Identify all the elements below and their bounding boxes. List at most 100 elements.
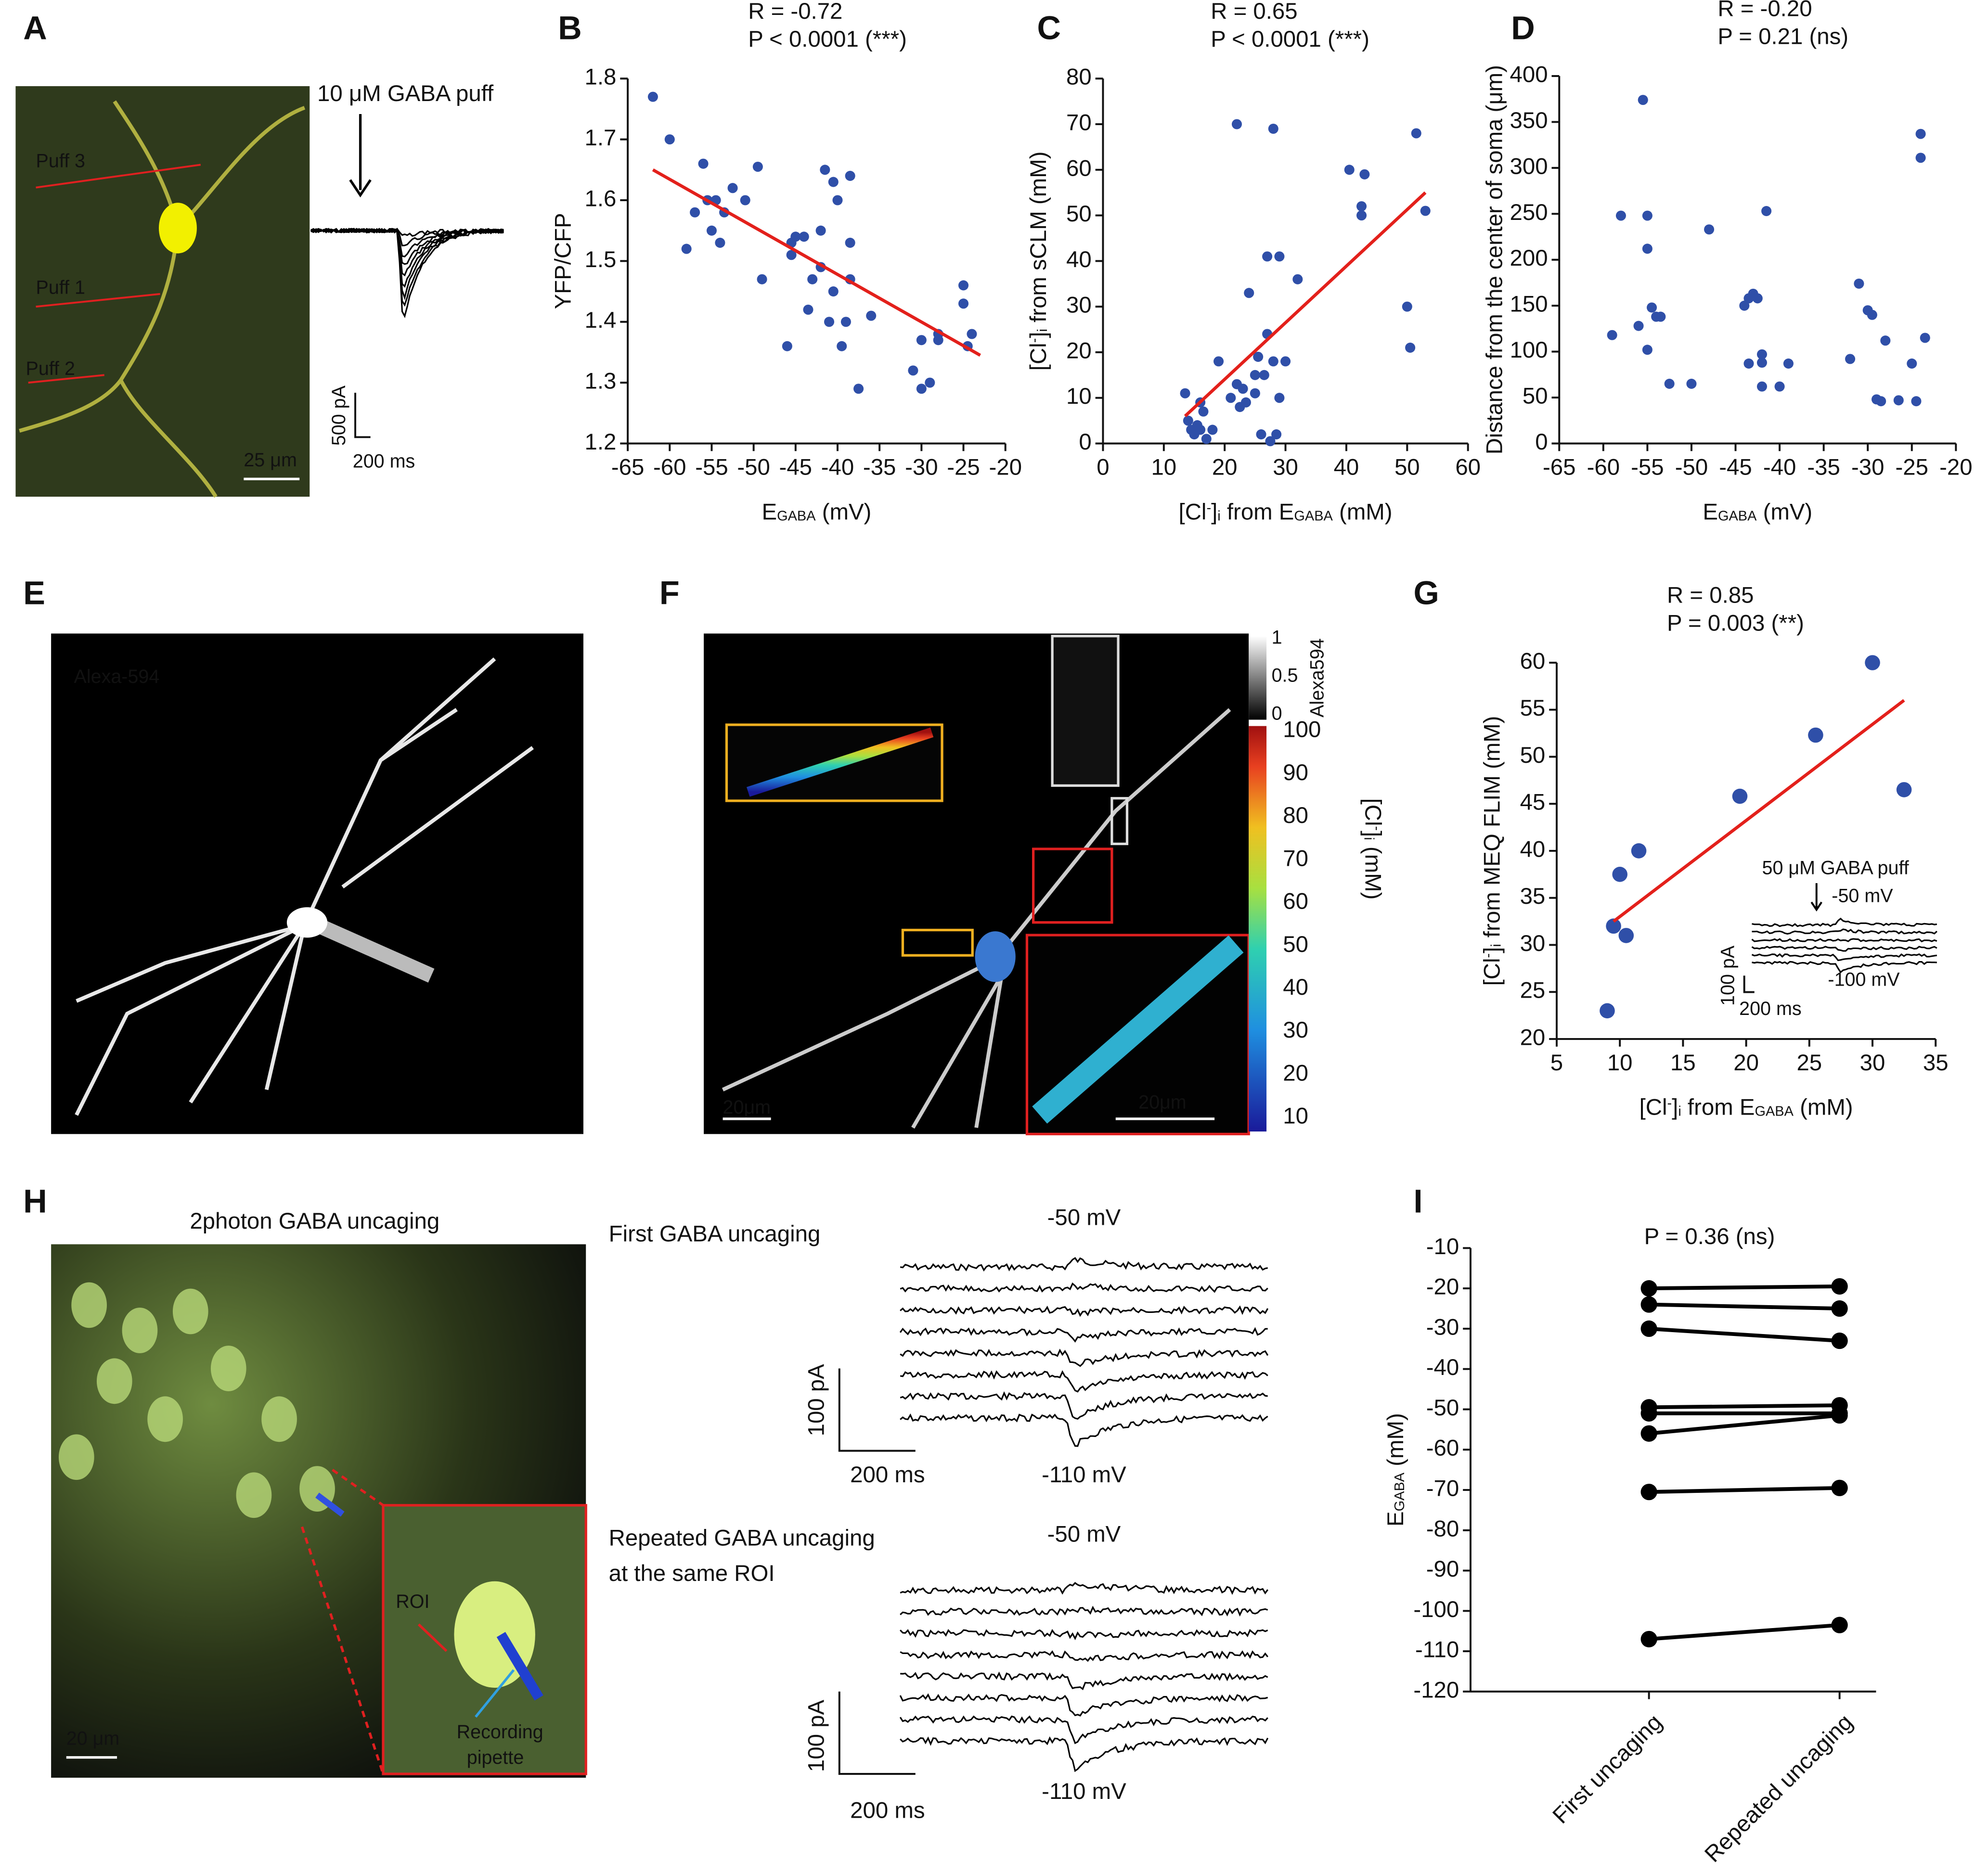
pair-line bbox=[1649, 1326, 1840, 1343]
point bbox=[1854, 278, 1864, 289]
y-tick-label: 1.8 bbox=[585, 64, 617, 90]
point bbox=[1638, 95, 1648, 105]
puff-arrows bbox=[28, 164, 201, 384]
colorbar-label-part: - bbox=[1369, 826, 1385, 831]
y-tick-label: -70 bbox=[1426, 1476, 1459, 1502]
y-tick-label: 300 bbox=[1510, 154, 1548, 179]
voltage-label: -110 mV bbox=[1042, 1779, 1126, 1804]
y-tick-label: 20 bbox=[1520, 1025, 1546, 1050]
x-axis-label-part: GABA bbox=[777, 508, 816, 524]
y-tick-label: 100 bbox=[1510, 337, 1548, 363]
point bbox=[1359, 169, 1370, 180]
point bbox=[1259, 370, 1269, 380]
pair-line bbox=[1649, 1302, 1840, 1310]
current-scale: 100 pA bbox=[804, 1364, 829, 1437]
point bbox=[1920, 333, 1930, 343]
point bbox=[1642, 210, 1652, 221]
point bbox=[706, 225, 717, 236]
point bbox=[1615, 210, 1626, 221]
pipette-label: Recording bbox=[457, 1721, 543, 1743]
y-tick-label: 80 bbox=[1066, 64, 1092, 90]
fit-line bbox=[1613, 699, 1905, 923]
colorbar-tick-label: 80 bbox=[1283, 803, 1308, 828]
colorbar-tick-label: 40 bbox=[1283, 975, 1308, 1000]
y-tick-label: -90 bbox=[1426, 1556, 1459, 1582]
y-tick-label: -10 bbox=[1426, 1234, 1459, 1259]
x-tick-label: -65 bbox=[1543, 455, 1575, 480]
point bbox=[1274, 251, 1285, 262]
point bbox=[1240, 397, 1251, 408]
x-tick-label: 5 bbox=[1550, 1050, 1563, 1076]
panel-letter: E bbox=[23, 575, 45, 612]
point bbox=[1640, 1280, 1657, 1297]
point bbox=[1402, 301, 1412, 312]
point bbox=[1845, 354, 1856, 364]
soma bbox=[286, 907, 328, 938]
panel-letter: F bbox=[659, 575, 680, 612]
point bbox=[853, 384, 864, 394]
y-tick-label: 1.3 bbox=[585, 369, 617, 394]
y-tick-label: -60 bbox=[1426, 1436, 1459, 1461]
colorbar-tick-label: 1 bbox=[1272, 627, 1282, 648]
image-label: Puff 2 bbox=[26, 358, 75, 379]
trace bbox=[900, 1629, 1268, 1641]
point bbox=[1640, 1320, 1657, 1337]
x-tick-label: -40 bbox=[821, 455, 854, 480]
x-tick-label: 30 bbox=[1860, 1050, 1885, 1076]
x-tick-label: -25 bbox=[1896, 455, 1928, 480]
point bbox=[828, 177, 839, 187]
image-a bbox=[15, 86, 310, 497]
panel-letter: I bbox=[1413, 1182, 1422, 1219]
x-tick-label: -35 bbox=[1807, 455, 1840, 480]
point bbox=[832, 195, 843, 205]
point bbox=[840, 317, 851, 327]
voltage-label: -100 mV bbox=[1828, 969, 1900, 990]
stats: R = 0.85 bbox=[1667, 583, 1754, 608]
current-scale: 100 pA bbox=[1717, 945, 1738, 1006]
point bbox=[1201, 434, 1212, 444]
point bbox=[1831, 1407, 1848, 1424]
arrow-head bbox=[349, 179, 372, 198]
trace bbox=[1752, 917, 1937, 927]
x-axis-label: EGABA (mV) bbox=[762, 499, 871, 525]
zoom-lines bbox=[300, 1468, 385, 1774]
panel-letter: C bbox=[1037, 9, 1061, 46]
y-axis-label-part: i bbox=[1035, 329, 1050, 332]
point bbox=[1198, 406, 1209, 417]
point bbox=[1195, 424, 1206, 435]
y-tick-label: 1.7 bbox=[585, 125, 617, 151]
voltage-label: -110 mV bbox=[1042, 1462, 1126, 1488]
point bbox=[1911, 396, 1922, 407]
inset bbox=[1051, 635, 1120, 787]
panel-title: 2photon GABA uncaging bbox=[190, 1208, 439, 1234]
point bbox=[1915, 153, 1926, 163]
point bbox=[757, 274, 767, 284]
point bbox=[1356, 201, 1367, 212]
pair-line bbox=[1649, 1284, 1840, 1291]
point bbox=[845, 170, 855, 181]
roi bbox=[1110, 797, 1129, 846]
x-axis-label-part: E bbox=[1703, 499, 1718, 525]
colorbar-tick-label: 0.5 bbox=[1272, 665, 1298, 686]
pair-line bbox=[1649, 1623, 1840, 1641]
y-tick-label: -80 bbox=[1426, 1516, 1459, 1541]
y-axis-label-part: (mM) bbox=[1383, 1413, 1408, 1473]
colorbar-label: Alexa594 bbox=[1306, 638, 1328, 718]
point bbox=[837, 341, 847, 351]
y-tick-label: 50 bbox=[1523, 384, 1548, 409]
trace bbox=[310, 228, 504, 288]
scale-label: 20 μm bbox=[66, 1728, 120, 1749]
y-tick-label: 10 bbox=[1066, 384, 1092, 409]
y-axis-label: [Cl-]i from sCLM (mM) bbox=[1025, 152, 1051, 371]
y-tick-label: 1.6 bbox=[585, 186, 617, 212]
stats: P = 0.003 (**) bbox=[1667, 611, 1804, 636]
point bbox=[1244, 288, 1254, 298]
y-axis-label-part: - bbox=[1480, 953, 1496, 958]
stimulus-label: 10 μM GABA puff bbox=[317, 81, 494, 106]
point bbox=[1647, 302, 1657, 313]
colorbar-tick-label: 50 bbox=[1283, 932, 1308, 957]
fit-line bbox=[1184, 191, 1427, 418]
trace bbox=[899, 1693, 1268, 1717]
point bbox=[916, 384, 927, 394]
